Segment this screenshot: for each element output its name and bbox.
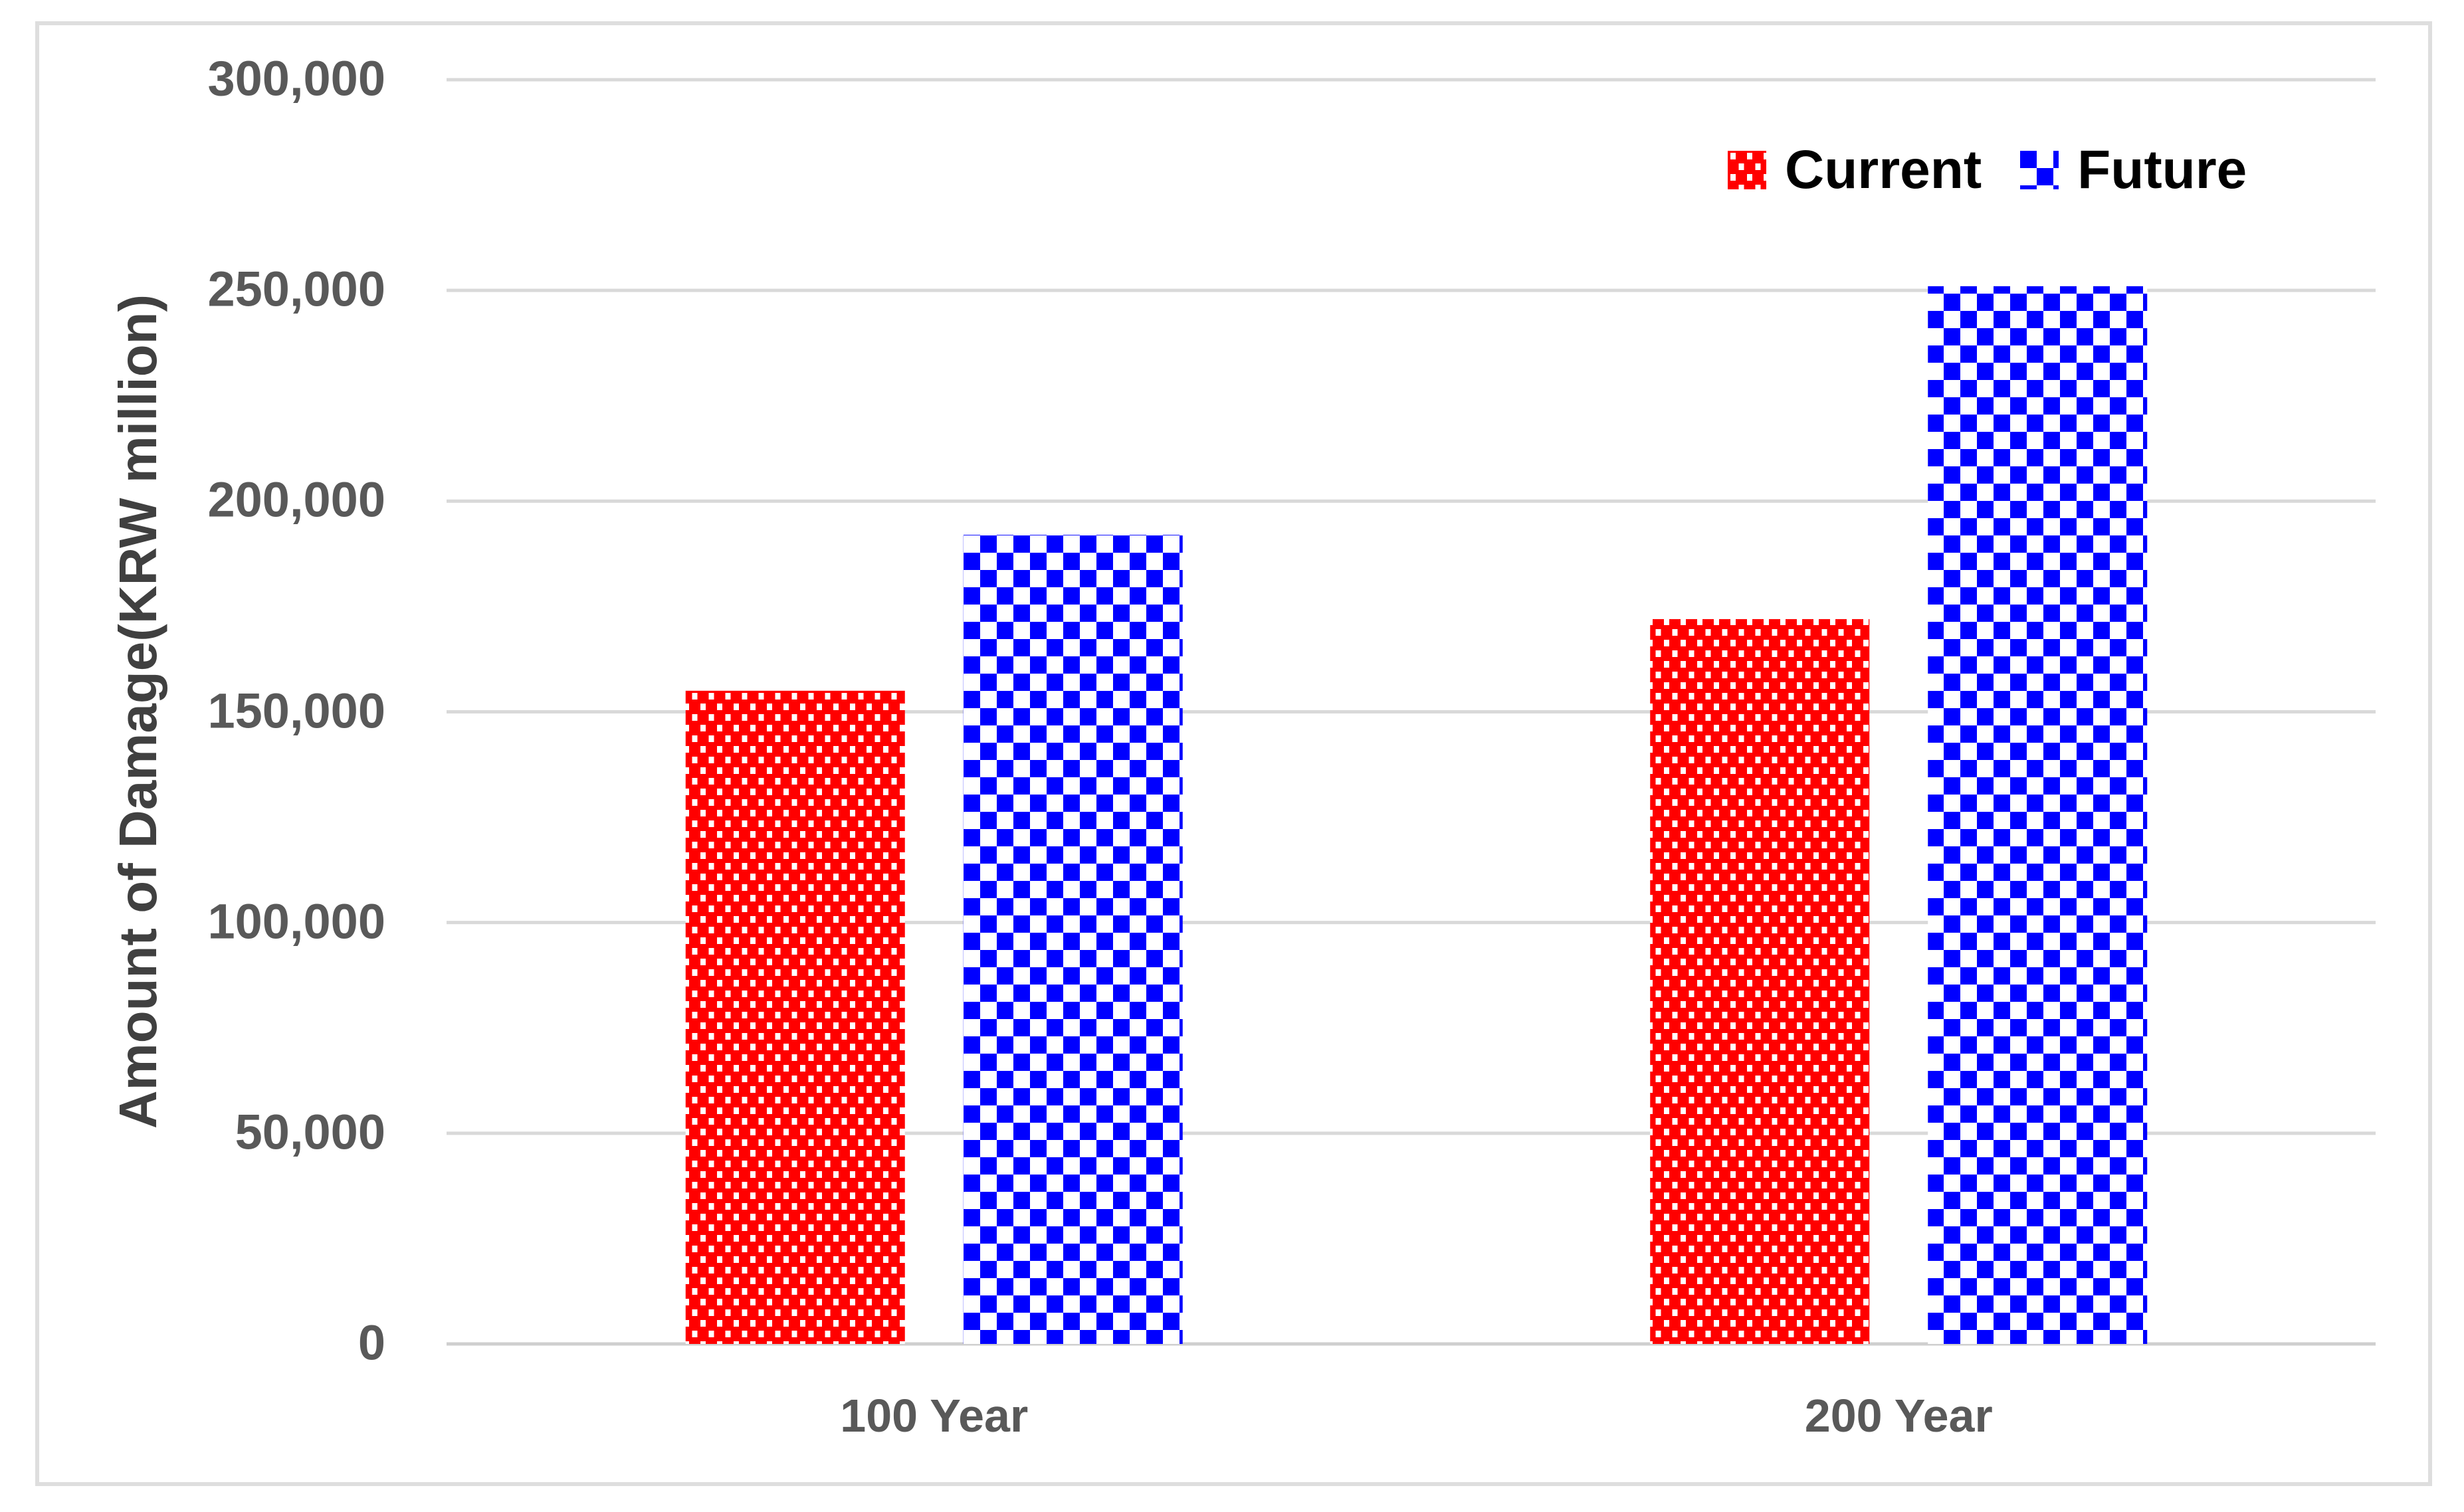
legend-label-current: Current (1785, 140, 1982, 200)
bar-current-100-year (685, 690, 905, 1344)
legend-swatch-future-icon (2020, 151, 2059, 189)
y-tick-label-0: 0 (358, 1315, 385, 1370)
x-category-label-200-year: 200 Year (1804, 1390, 1993, 1442)
y-tick-label-250000: 250,000 (207, 261, 386, 317)
x-category-label-100-year: 100 Year (840, 1390, 1029, 1442)
legend-swatch-current-icon (1728, 151, 1766, 189)
legend-item-current: Current (1728, 143, 1982, 197)
y-axis-title: Amount of Damage(KRW million) (108, 294, 167, 1129)
bar-current-200-year (1650, 618, 1870, 1344)
y-tick-label-200000: 200,000 (207, 472, 386, 527)
y-tick-label-100000: 100,000 (207, 894, 386, 949)
legend-item-future: Future (2020, 143, 2247, 197)
bars (685, 286, 2148, 1344)
y-tick-label-300000: 300,000 (207, 50, 386, 106)
bar-future-100-year (963, 535, 1183, 1344)
y-tick-label-150000: 150,000 (207, 683, 386, 739)
legend-label-future: Future (2077, 140, 2247, 200)
legend: Current Future (1728, 133, 2247, 207)
bar-future-200-year (1928, 286, 2148, 1344)
y-tick-label-50000: 50,000 (235, 1104, 385, 1160)
